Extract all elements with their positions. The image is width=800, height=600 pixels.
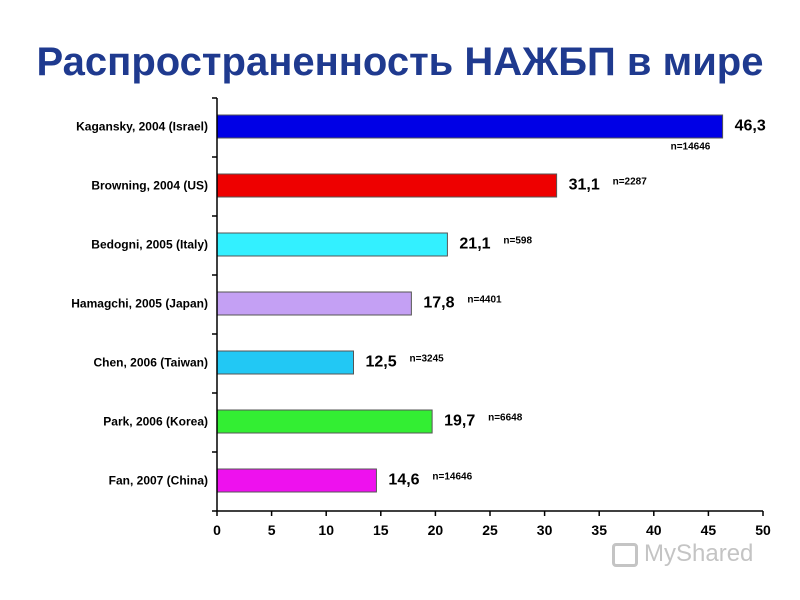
watermark-text: MyShared — [644, 540, 754, 567]
x-tick-label-6: 30 — [537, 522, 553, 538]
x-tick-label-10: 50 — [755, 522, 771, 538]
value-label-2: 31,1 — [569, 177, 600, 194]
bar-7 — [216, 468, 377, 493]
x-tick-label-4: 20 — [428, 522, 444, 538]
category-label-7: Fan, 2007 (China) — [109, 474, 208, 488]
watermark: MyShared — [612, 540, 753, 568]
value-label-5: 12,5 — [366, 354, 397, 371]
category-label-3: Bedogni, 2005 (Italy) — [91, 238, 208, 252]
x-tick-label-0: 0 — [213, 522, 221, 538]
bar-4 — [216, 291, 412, 316]
x-tick-label-3: 15 — [373, 522, 389, 538]
value-label-6: 19,7 — [444, 413, 475, 430]
x-tick-label-2: 10 — [318, 522, 334, 538]
bar-2 — [216, 173, 558, 198]
n-label-4: n=4401 — [467, 295, 502, 306]
x-tick-label-7: 35 — [591, 522, 607, 538]
n-label-6: n=6648 — [488, 413, 523, 424]
n-label-7: n=14646 — [432, 472, 472, 483]
labels-layer: Kagansky, 2004 (Israel) 46,3 n=14646 Browni… — [71, 118, 766, 489]
category-label-4: Hamagchi, 2005 (Japan) — [71, 297, 208, 311]
x-tick-label-5: 25 — [482, 522, 498, 538]
x-tick-label-8: 40 — [646, 522, 662, 538]
axis-layer: 0 5 10 15 20 25 30 35 40 45 50 — [212, 97, 771, 538]
n-label-2: n=2287 — [613, 177, 648, 188]
watermark-logo-icon — [612, 542, 638, 567]
x-tick-label-1: 5 — [268, 522, 276, 538]
bar-6 — [216, 409, 433, 434]
value-label-1: 46,3 — [735, 118, 766, 135]
n-label-1: n=14646 — [671, 142, 711, 153]
x-tick-label-9: 45 — [701, 522, 717, 538]
bar-1 — [216, 114, 724, 139]
n-label-5: n=3245 — [410, 354, 445, 365]
category-label-5: Chen, 2006 (Taiwan) — [94, 356, 208, 370]
category-label-2: Browning, 2004 (US) — [91, 179, 208, 193]
category-label-6: Park, 2006 (Korea) — [103, 415, 208, 429]
bar-5 — [216, 350, 354, 375]
value-label-3: 21,1 — [459, 236, 490, 253]
category-label-1: Kagansky, 2004 (Israel) — [76, 120, 208, 134]
value-label-7: 14,6 — [388, 472, 419, 489]
n-label-3: n=598 — [503, 236, 532, 247]
chart-title: Распространенность НАЖБП в мире — [36, 40, 764, 84]
value-label-4: 17,8 — [423, 295, 454, 312]
bar-3 — [216, 232, 448, 257]
